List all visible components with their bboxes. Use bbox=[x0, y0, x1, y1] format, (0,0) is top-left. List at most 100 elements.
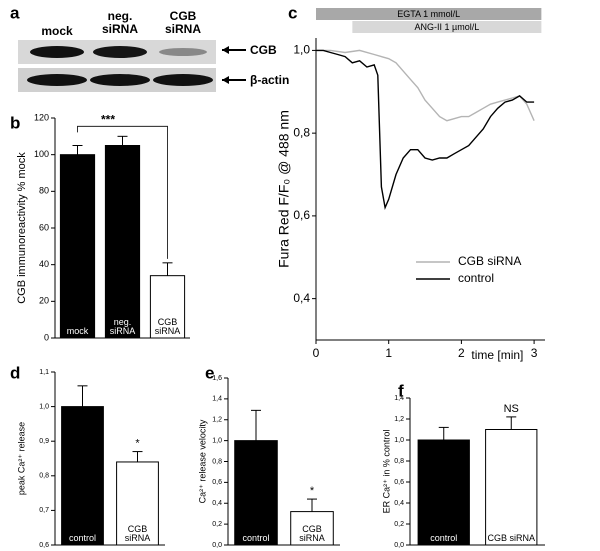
category-label: mock bbox=[66, 326, 89, 336]
significance-label: *** bbox=[101, 113, 115, 127]
significance-label: * bbox=[135, 437, 140, 449]
lane-label: mock bbox=[41, 24, 73, 38]
x-tick-label: 0 bbox=[313, 346, 320, 360]
bar bbox=[234, 440, 278, 546]
y-tick-label: 1,0 bbox=[39, 403, 49, 410]
panel-letter: f bbox=[398, 381, 404, 400]
y-tick-label: 0,4 bbox=[394, 500, 404, 507]
y-tick-label: 1,4 bbox=[212, 396, 222, 403]
y-axis-label: Fura Red F/F₀ @ 488 nm bbox=[276, 110, 292, 268]
y-tick-label: 1,6 bbox=[212, 375, 222, 382]
y-tick-label: 120 bbox=[34, 112, 49, 122]
y-tick-label: 1,4 bbox=[394, 395, 404, 402]
error-bar bbox=[438, 426, 449, 440]
y-axis-label: peak Ca²⁺ release bbox=[16, 422, 26, 495]
category-label: CGB siRNA bbox=[299, 524, 325, 543]
y-tick-label: 0,0 bbox=[212, 542, 222, 549]
band bbox=[90, 74, 150, 86]
error-bar bbox=[132, 451, 143, 462]
y-tick-label: 0 bbox=[44, 332, 49, 342]
y-tick-label: 1,0 bbox=[293, 43, 310, 57]
category-label-box: neg. siRNA bbox=[109, 317, 136, 336]
bar bbox=[485, 429, 538, 546]
y-tick-label: 0,4 bbox=[212, 500, 222, 507]
arrow-head bbox=[222, 76, 229, 84]
y-tick-label: 40 bbox=[39, 259, 49, 269]
panel-letter: a bbox=[10, 3, 20, 22]
significance-label: * bbox=[310, 485, 315, 497]
category-label-box: control bbox=[430, 533, 458, 543]
series-line bbox=[316, 49, 535, 122]
y-tick-label: 0,6 bbox=[39, 542, 49, 549]
category-label: control bbox=[430, 533, 458, 543]
category-label: control bbox=[68, 533, 96, 543]
y-tick-label: 0,6 bbox=[293, 208, 310, 222]
y-tick-label: 1,1 bbox=[39, 369, 49, 376]
bar bbox=[104, 145, 141, 339]
y-tick-label: 0,8 bbox=[39, 473, 49, 480]
y-tick-label: 1,0 bbox=[394, 437, 404, 444]
category-label: CGB siRNA bbox=[487, 533, 535, 543]
y-axis-label: Ca²⁺ release velocity bbox=[197, 419, 207, 503]
y-tick-label: 1,0 bbox=[212, 437, 222, 444]
y-tick-label: 0,6 bbox=[394, 479, 404, 486]
annotation-label: ANG-II 1 µmol/L bbox=[415, 22, 480, 32]
legend-label: control bbox=[458, 271, 494, 285]
error-bar bbox=[307, 498, 317, 512]
blot bbox=[18, 40, 246, 92]
bar bbox=[149, 275, 186, 339]
category-label: control bbox=[242, 533, 270, 543]
lane-label: CGB siRNA bbox=[164, 10, 201, 36]
y-tick-label: 1,2 bbox=[394, 416, 404, 423]
arrow-head bbox=[222, 46, 229, 54]
bar bbox=[59, 154, 96, 339]
significance-bracket bbox=[77, 125, 168, 259]
x-tick-label: 2 bbox=[458, 346, 465, 360]
panel-letter: e bbox=[205, 363, 214, 382]
error-bar bbox=[117, 135, 128, 146]
y-tick-label: 0,2 bbox=[212, 521, 222, 528]
error-bar bbox=[251, 409, 261, 441]
y-tick-label: 1,2 bbox=[212, 417, 222, 424]
band bbox=[93, 46, 147, 58]
y-tick-label: 0,6 bbox=[212, 479, 222, 486]
category-label: CGB siRNA bbox=[154, 317, 181, 336]
y-tick-label: 0,9 bbox=[39, 438, 49, 445]
band bbox=[159, 48, 207, 56]
category-label-box: CGB siRNA bbox=[299, 524, 325, 543]
band-label: β-actin bbox=[250, 73, 289, 87]
bar bbox=[116, 461, 159, 546]
category-label-box: CGB siRNA bbox=[154, 317, 181, 336]
y-axis-label: CGB immunoreactivity % mock bbox=[16, 152, 28, 304]
y-tick-label: 0,4 bbox=[293, 291, 310, 305]
annotation-label: EGTA 1 mmol/L bbox=[397, 9, 460, 19]
annotation-bar bbox=[316, 8, 542, 20]
category-label-box: mock bbox=[66, 326, 89, 336]
x-tick-label: 1 bbox=[385, 346, 392, 360]
error-bar bbox=[506, 416, 517, 430]
y-tick-label: 20 bbox=[39, 296, 49, 306]
y-axis-label: ER Ca²⁺ in % control bbox=[381, 430, 391, 514]
category-label-box: CGB siRNA bbox=[124, 524, 151, 543]
lane-label-box: neg. siRNA bbox=[102, 10, 138, 36]
band bbox=[30, 46, 84, 58]
error-bar bbox=[77, 385, 88, 407]
category-label-box: control bbox=[242, 533, 270, 543]
y-tick-label: 60 bbox=[39, 222, 49, 232]
series-line bbox=[316, 49, 535, 211]
error-bar bbox=[162, 262, 173, 276]
band-label: CGB bbox=[250, 43, 277, 57]
category-label-box: CGB siRNA bbox=[487, 533, 535, 543]
annotation-bar bbox=[352, 21, 542, 33]
category-label-box: control bbox=[68, 533, 96, 543]
panel-letter: c bbox=[288, 3, 297, 22]
error-bar bbox=[72, 145, 83, 155]
y-tick-label: 0,8 bbox=[394, 458, 404, 465]
x-axis-label: time [min] bbox=[471, 348, 523, 362]
category-label: neg. siRNA bbox=[109, 317, 136, 336]
category-label: CGB siRNA bbox=[124, 524, 151, 543]
y-tick-label: 100 bbox=[34, 149, 49, 159]
x-tick-label: 3 bbox=[531, 346, 538, 360]
lane-label-box: CGB siRNA bbox=[164, 10, 201, 36]
